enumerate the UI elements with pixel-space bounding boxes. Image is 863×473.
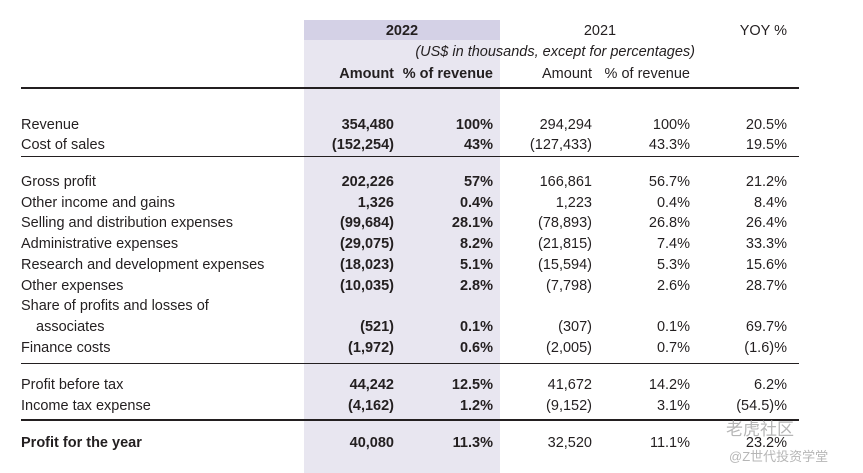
row-label: Revenue [21,117,80,133]
amount-2022: (10,035) [339,278,394,294]
amount-2022: (1,972) [348,340,394,356]
rule-after-cost [21,156,799,157]
row-label: Administrative expenses [21,236,179,252]
amount-2022: (18,023) [339,257,394,273]
pct-2022: 8.2% [459,236,493,252]
pct-2021: 0.4% [656,195,690,211]
pct-2021-header: % of revenue [604,66,690,82]
amount-2021: (78,893) [537,215,592,231]
yoy-change: 26.4% [745,215,787,231]
pct-2021: 100% [652,117,690,133]
pct-2021: 56.7% [648,174,690,190]
pct-2022: 0.4% [459,195,493,211]
row-label: Share of profits and losses of [21,298,209,314]
year-2021-label: 2021 [583,23,617,39]
amount-2022: 202,226 [341,174,394,190]
row-label: Income tax expense [21,398,151,414]
amount-2022: 1,326 [357,195,394,211]
header-rule [21,87,799,89]
pct-2022: 57% [463,174,493,190]
row-label: Gross profit [21,174,96,190]
yoy-change: 28.7% [745,278,787,294]
yoy-change: 8.4% [753,195,787,211]
pct-2022: 1.2% [459,398,493,414]
rule-after-finance [21,363,799,364]
pct-2021: 14.2% [648,377,690,393]
amount-2022: (29,075) [339,236,394,252]
amount-2021: 32,520 [547,435,592,451]
amount-2021-header: Amount [542,66,592,82]
pct-2021: 0.1% [656,319,690,335]
yoy-change: 15.6% [745,257,787,273]
amount-2021: (9,152) [546,398,592,414]
pct-2021: 7.4% [656,236,690,252]
yoy-change: 21.2% [745,174,787,190]
pct-2022: 28.1% [451,215,493,231]
watermark-brand: 老虎社区 [726,420,794,439]
amount-2022: (152,254) [331,137,394,153]
amount-2022: (4,162) [348,398,394,414]
yoy-change: 23.2% [745,435,787,451]
yoy-change: 6.2% [753,377,787,393]
amount-2021: (15,594) [537,257,592,273]
amount-2022-header: Amount [339,66,394,82]
pct-2022: 5.1% [459,257,493,273]
pct-2022: 43% [463,137,493,153]
pct-2021: 0.7% [656,340,690,356]
yoy-change: (54.5)% [736,398,787,414]
row-label: Profit for the year [21,435,142,451]
amount-2022: (99,684) [339,215,394,231]
amount-2022: 40,080 [349,435,394,451]
year-2022-header-band [304,20,500,40]
pct-2022: 0.1% [459,319,493,335]
yoy-change: (1.6)% [744,340,787,356]
amount-2021: (127,433) [529,137,592,153]
pct-2022: 0.6% [459,340,493,356]
row-label: Finance costs [21,340,111,356]
amount-2022: 44,242 [349,377,394,393]
pct-2021: 3.1% [656,398,690,414]
watermark-handle: @Z世代投资学堂 [729,449,829,464]
row-label: Research and development expenses [21,257,265,273]
pct-2021: 26.8% [648,215,690,231]
amount-2021: (21,815) [537,236,592,252]
row-label: Cost of sales [21,137,105,153]
amount-2021: (307) [558,319,592,335]
amount-2021: 294,294 [539,117,592,133]
amount-2021: 1,223 [555,195,592,211]
rule-before-total [21,419,799,421]
pct-2021: 2.6% [656,278,690,294]
yoy-label: YOY % [739,23,787,39]
row-label: associates [36,319,105,335]
pct-2022-header: % of revenue [402,66,493,82]
yoy-change: 19.5% [745,137,787,153]
highlight-column-2022 [304,20,500,473]
yoy-change: 33.3% [745,236,787,252]
pct-2022: 11.3% [452,435,493,451]
amount-2022: (521) [360,319,394,335]
amount-2021: (7,798) [546,278,592,294]
row-label: Other expenses [21,278,124,294]
row-label: Other income and gains [21,195,175,211]
yoy-change: 20.5% [745,117,787,133]
pct-2021: 5.3% [656,257,690,273]
amount-2021: 166,861 [539,174,592,190]
units-subtitle: (US$ in thousands, except for percentage… [415,44,695,60]
pct-2021: 43.3% [648,137,690,153]
row-label: Selling and distribution expenses [21,215,233,231]
pct-2022: 2.8% [459,278,493,294]
year-2022-label: 2022 [385,23,419,39]
amount-2021: 41,672 [547,377,592,393]
amount-2022: 354,480 [341,117,394,133]
amount-2021: (2,005) [546,340,592,356]
pct-2022: 100% [455,117,493,133]
yoy-change: 69.7% [745,319,787,335]
pct-2022: 12.5% [451,377,493,393]
row-label: Profit before tax [21,377,124,393]
pct-2021: 11.1% [649,435,690,451]
